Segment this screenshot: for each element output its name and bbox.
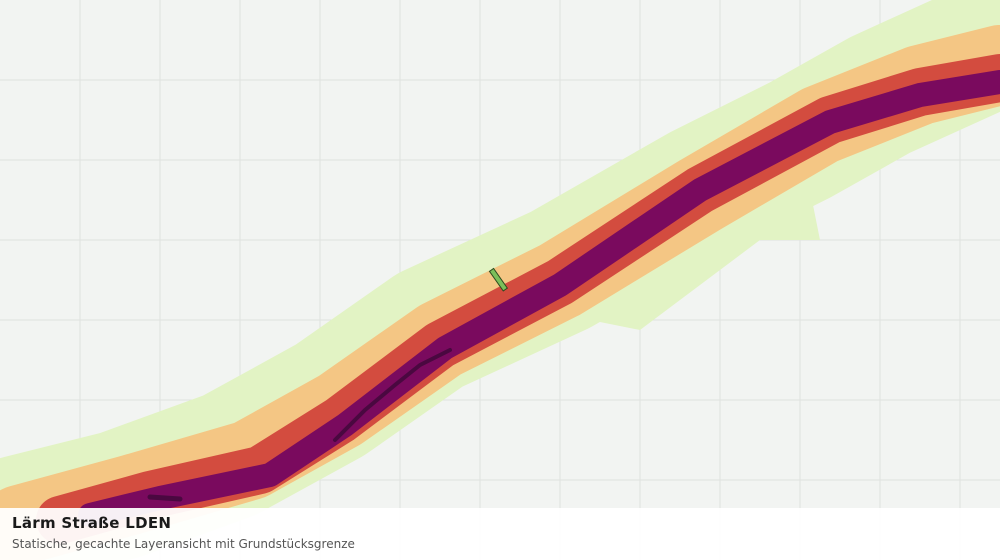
layer-subtitle: Statische, gecachte Layeransicht mit Gru… xyxy=(12,537,355,551)
caption-panel: Lärm Straße LDEN Statische, gecachte Lay… xyxy=(0,508,1000,560)
band-75db xyxy=(147,494,183,502)
band-70db xyxy=(78,70,1000,527)
band-75db xyxy=(333,348,452,442)
layer-title: Lärm Straße LDEN xyxy=(12,514,172,532)
band-55db-south xyxy=(590,190,820,330)
parcel-boundary xyxy=(488,267,509,292)
